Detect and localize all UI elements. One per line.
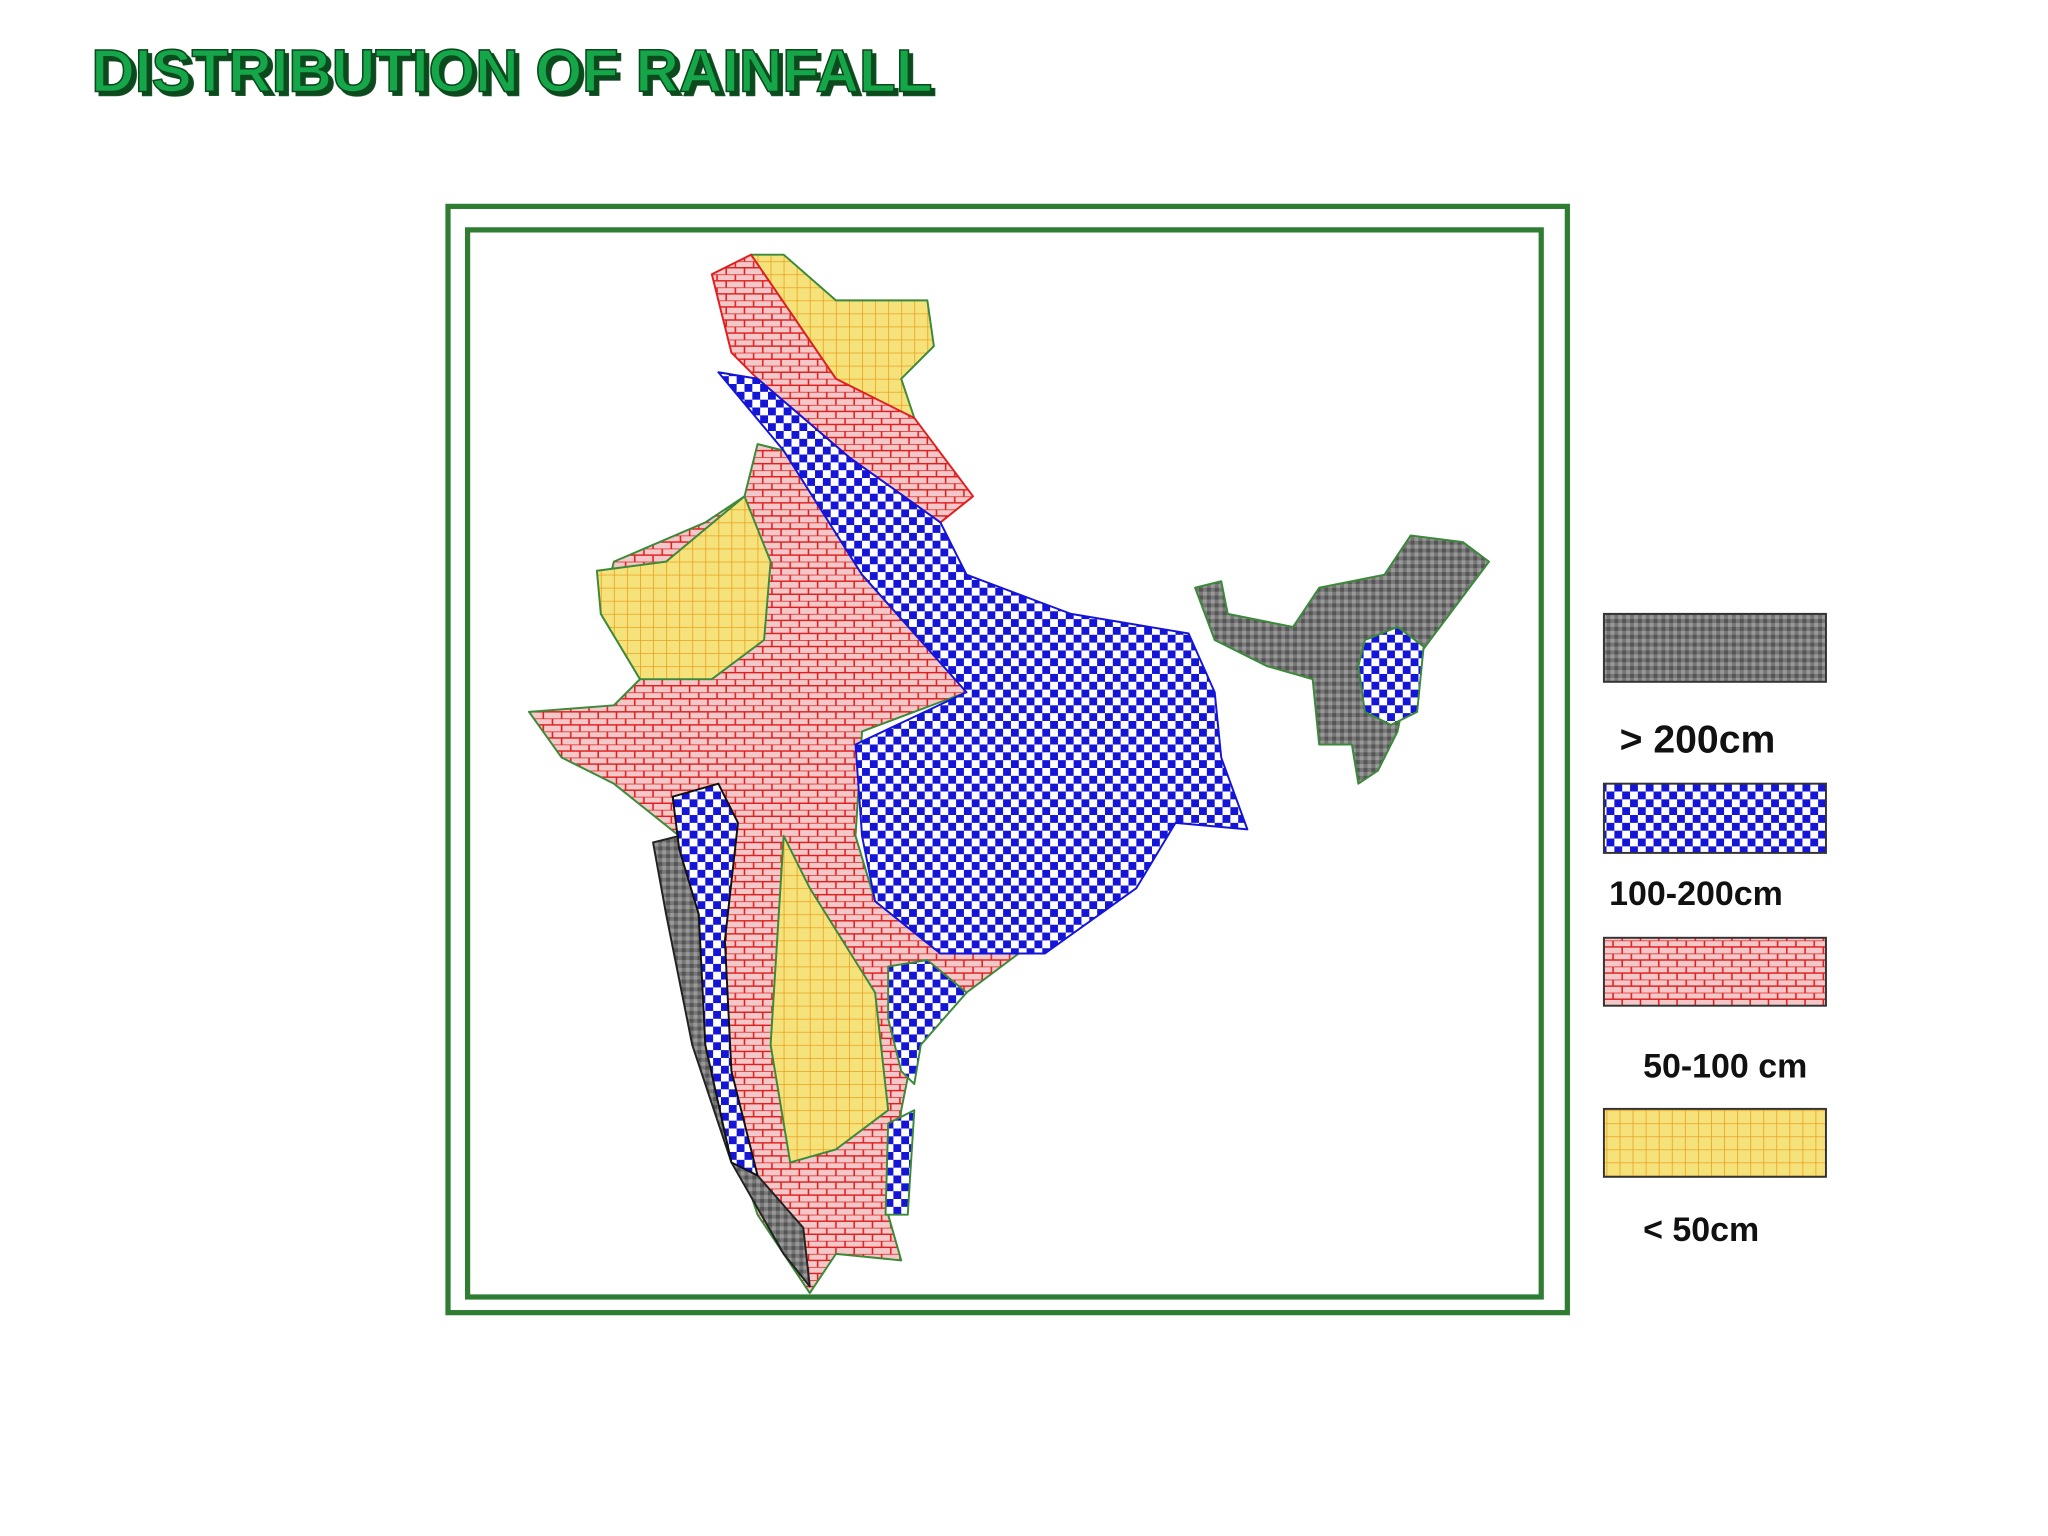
region-100-200-east-2 [884,1109,916,1216]
region-100-200-east-1 [887,959,968,1086]
title: DISTRIBUTION OF RAINFALL [91,37,932,104]
legend-swatch [1602,782,1827,854]
outer-frame [445,203,1570,1316]
region-100-200-central [717,371,1249,955]
legend-label: < 50cm [1643,1211,1759,1249]
inner-frame [464,227,1544,1300]
legend-swatch [1602,612,1827,683]
region-100-200-west [671,782,759,1177]
region-gt-200-northeast [1194,534,1490,785]
legend-label: 100-200cm [1609,875,1783,913]
region-100-200-northeast [1357,625,1425,726]
legend-label: 50-100 cm [1643,1048,1807,1086]
legend-label: > 200cm [1620,718,1776,761]
legend [1602,612,1827,1178]
legend-swatch [1602,936,1827,1007]
region-lt-50-deccan [769,834,890,1164]
region-50-100-north [710,253,975,524]
legend-swatch [1602,1107,1827,1178]
region-lt-50-west [595,495,772,681]
map-regions [528,253,1490,1295]
